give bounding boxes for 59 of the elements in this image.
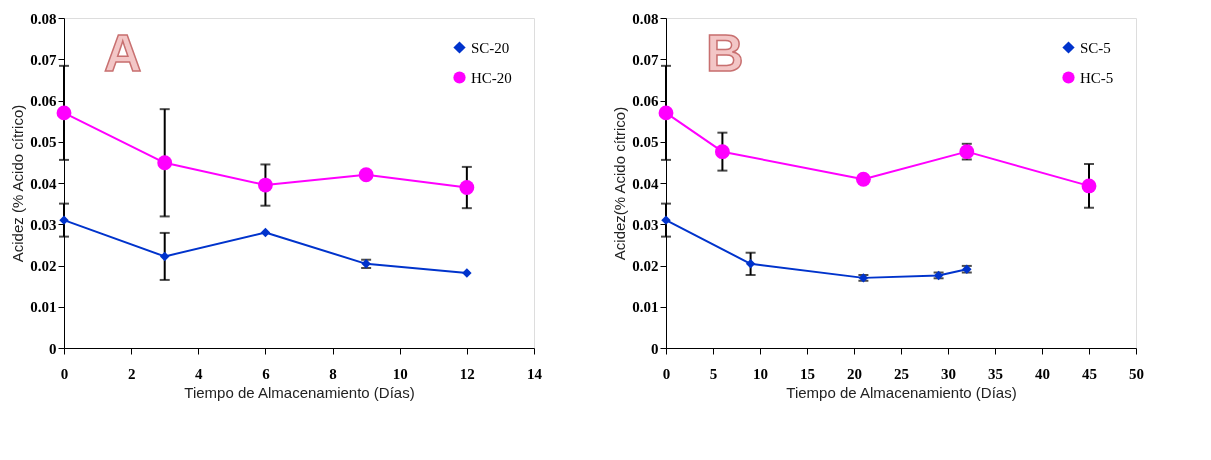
y-tick-label: 0.04 bbox=[632, 175, 659, 192]
point bbox=[855, 171, 871, 187]
y-tick-label: 0.06 bbox=[632, 93, 659, 109]
y-tick-label: 0.02 bbox=[632, 258, 659, 274]
legend-label: HC-5 bbox=[1080, 69, 1114, 86]
y-axis-title: Acidez (% Acido cítrico) bbox=[9, 104, 27, 263]
point bbox=[714, 144, 730, 160]
x-axis-title: Tiempo de Almacenamiento (Días) bbox=[184, 383, 415, 401]
x-tick-label: 40 bbox=[1035, 365, 1050, 382]
y-tick-label: 0.07 bbox=[30, 51, 57, 68]
y-tick-label: 0.07 bbox=[632, 51, 659, 68]
x-tick-label: 5 bbox=[709, 365, 718, 382]
x-tick-label: 0 bbox=[662, 365, 671, 382]
point bbox=[56, 105, 72, 121]
x-tick-label: 2 bbox=[127, 365, 136, 382]
x-tick-label: 12 bbox=[459, 365, 475, 382]
y-tick-label: 0.05 bbox=[632, 134, 659, 151]
x-tick-label: 35 bbox=[988, 365, 1003, 382]
x-tick-label: 14 bbox=[527, 365, 543, 382]
y-tick-label: 0.02 bbox=[30, 258, 57, 274]
legend-label: HC-20 bbox=[471, 69, 512, 86]
y-tick-label: 0.04 bbox=[30, 175, 57, 192]
x-tick-label: 15 bbox=[800, 365, 815, 382]
x-tick-label: 8 bbox=[329, 365, 337, 382]
y-tick-label: 0.06 bbox=[30, 93, 57, 109]
point bbox=[358, 167, 374, 183]
annotation: B bbox=[706, 24, 744, 82]
x-tick-label: 4 bbox=[195, 365, 204, 382]
x-tick-label: 25 bbox=[894, 365, 909, 382]
y-tick-label: 0.08 bbox=[632, 10, 659, 27]
x-tick-label: 20 bbox=[847, 365, 862, 382]
y-tick-label: 0 bbox=[651, 340, 659, 357]
point bbox=[159, 251, 170, 262]
y-tick-label: 0.05 bbox=[30, 134, 57, 151]
y-tick-label: 0.03 bbox=[632, 216, 659, 233]
x-axis-title: Tiempo de Almacenamiento (Días) bbox=[786, 383, 1017, 401]
point bbox=[658, 105, 674, 121]
y-tick-label: 0.01 bbox=[632, 299, 659, 316]
x-tick-label: 10 bbox=[753, 365, 768, 382]
x-tick-label: 6 bbox=[262, 365, 271, 382]
y-tick-label: 0.01 bbox=[30, 299, 57, 316]
point bbox=[459, 180, 475, 195]
y-tick-label: 0.03 bbox=[30, 216, 57, 233]
x-tick-label: 50 bbox=[1129, 365, 1144, 382]
x-tick-label: 45 bbox=[1082, 365, 1097, 382]
point bbox=[258, 177, 273, 193]
y-axis-title: Acidez(% Acido cítrico) bbox=[611, 106, 629, 261]
point bbox=[745, 259, 756, 269]
legend-label: SC-5 bbox=[1080, 39, 1111, 56]
annotation: A bbox=[104, 24, 142, 82]
point bbox=[157, 155, 173, 171]
y-tick-label: 0.08 bbox=[30, 10, 57, 27]
y-tick-label: 0 bbox=[49, 340, 57, 357]
legend-label: SC-20 bbox=[471, 39, 510, 56]
x-tick-label: 0 bbox=[60, 365, 69, 382]
point bbox=[1081, 178, 1097, 194]
x-tick-label: 30 bbox=[941, 365, 956, 382]
x-tick-label: 10 bbox=[392, 365, 408, 382]
point bbox=[260, 227, 271, 238]
